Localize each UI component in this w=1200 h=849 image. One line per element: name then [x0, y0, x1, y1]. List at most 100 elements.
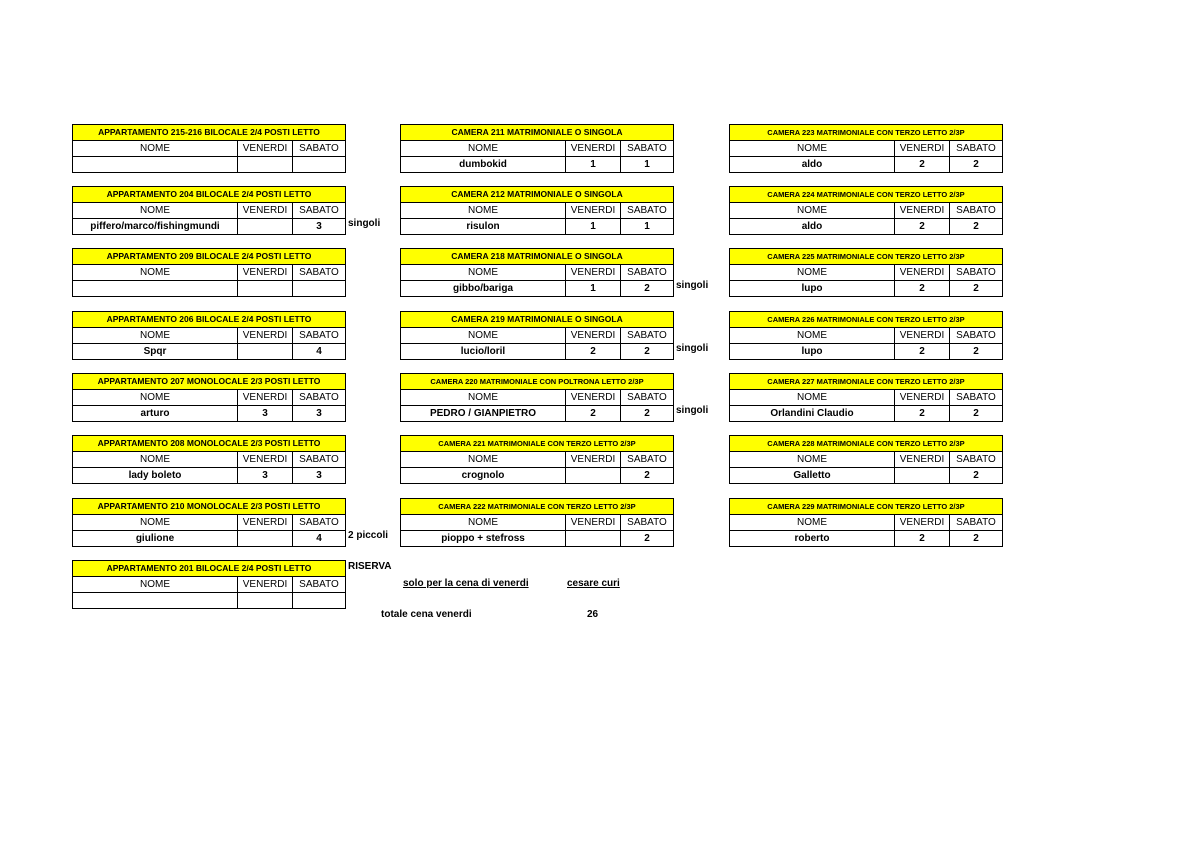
header-sabato: SABATO	[299, 517, 339, 528]
header-nome: NOME	[401, 452, 566, 467]
room-table: APPARTAMENTO 204 BILOCALE 2/4 POSTI LETT…	[72, 186, 346, 235]
cell-venerdi: 2	[895, 219, 950, 234]
header-row: NOME VENERDI SABATO	[73, 265, 345, 280]
room-table: CAMERA 212 MATRIMONIALE O SINGOLA NOME VEN…	[400, 186, 674, 235]
header-sabato: SABATO	[627, 392, 667, 403]
cell-nome: lupo	[730, 281, 895, 296]
header-row: NOME VENERDI SABATO	[73, 328, 345, 343]
room-title: CAMERA 227 MATRIMONIALE CON TERZO LETTO …	[730, 374, 1002, 390]
room-title: CAMERA 220 MATRIMONIALE CON POLTRONA LET…	[401, 374, 673, 390]
table-row: dumbokid 1 1	[401, 156, 673, 172]
cell-venerdi: 3	[238, 468, 293, 483]
room-table: CAMERA 226 MATRIMONIALE CON TERZO LETTO …	[729, 311, 1003, 360]
cell-nome: roberto	[730, 531, 895, 546]
header-row: NOME VENERDI SABATO	[401, 452, 673, 467]
header-sabato: SABATO	[299, 330, 339, 341]
cell-nome: pioppo + stefross	[401, 531, 566, 546]
room-table: CAMERA 227 MATRIMONIALE CON TERZO LETTO …	[729, 373, 1003, 422]
header-row: NOME VENERDI SABATO	[730, 141, 1002, 156]
room-title: CAMERA 223 MATRIMONIALE CON TERZO LETTO …	[730, 125, 1002, 141]
header-venerdi: VENERDI	[566, 452, 621, 467]
side-note: singoli	[676, 343, 709, 354]
header-sabato: SABATO	[956, 392, 996, 403]
header-venerdi: VENERDI	[895, 141, 950, 156]
cell-sabato	[293, 157, 345, 172]
header-sabato: SABATO	[956, 205, 996, 216]
table-row: aldo 2 2	[730, 156, 1002, 172]
header-sabato: SABATO	[299, 392, 339, 403]
header-venerdi: VENERDI	[238, 203, 293, 218]
header-venerdi: VENERDI	[566, 203, 621, 218]
cell-sabato: 2	[644, 408, 650, 419]
header-venerdi: VENERDI	[566, 328, 621, 343]
room-title: APPARTAMENTO 210 MONOLOCALE 2/3 POSTI LE…	[73, 499, 345, 515]
header-sabato: SABATO	[956, 454, 996, 465]
header-nome: NOME	[73, 141, 238, 156]
room-title: CAMERA 221 MATRIMONIALE CON TERZO LETTO …	[401, 436, 673, 452]
header-nome: NOME	[401, 390, 566, 405]
header-venerdi: VENERDI	[238, 141, 293, 156]
solo-venerdi-label: solo per la cena di venerdi	[403, 578, 529, 589]
cell-nome	[73, 157, 238, 172]
header-venerdi: VENERDI	[238, 515, 293, 530]
room-table: APPARTAMENTO 206 BILOCALE 2/4 POSTI LETT…	[72, 311, 346, 360]
header-venerdi: VENERDI	[895, 452, 950, 467]
room-title: APPARTAMENTO 204 BILOCALE 2/4 POSTI LETT…	[73, 187, 345, 203]
cell-nome: lady boleto	[73, 468, 238, 483]
cell-sabato: 2	[644, 283, 650, 294]
header-venerdi: VENERDI	[895, 390, 950, 405]
header-row: NOME VENERDI SABATO	[401, 203, 673, 218]
side-note: singoli	[348, 218, 381, 229]
header-venerdi: VENERDI	[895, 265, 950, 280]
room-table: CAMERA 223 MATRIMONIALE CON TERZO LETTO …	[729, 124, 1003, 173]
room-table: APPARTAMENTO 215-216 BILOCALE 2/4 POSTI …	[72, 124, 346, 173]
header-sabato: SABATO	[956, 267, 996, 278]
table-row: piffero/marco/fishingmundi 3	[73, 218, 345, 234]
side-note: RISERVA	[348, 561, 392, 572]
room-table: CAMERA 218 MATRIMONIALE O SINGOLA NOME VEN…	[400, 248, 674, 297]
room-title: CAMERA 224 MATRIMONIALE CON TERZO LETTO …	[730, 187, 1002, 203]
cell-venerdi	[238, 531, 293, 546]
header-nome: NOME	[730, 328, 895, 343]
cell-nome: piffero/marco/fishingmundi	[73, 219, 238, 234]
cell-venerdi: 2	[895, 531, 950, 546]
header-sabato: SABATO	[299, 205, 339, 216]
cell-venerdi: 1	[566, 157, 621, 172]
header-venerdi: VENERDI	[566, 265, 621, 280]
cell-nome: aldo	[730, 157, 895, 172]
header-nome: NOME	[73, 452, 238, 467]
cell-venerdi: 2	[895, 406, 950, 421]
header-sabato: SABATO	[299, 267, 339, 278]
cell-sabato	[293, 281, 345, 296]
header-row: NOME VENERDI SABATO	[401, 515, 673, 530]
table-row	[73, 280, 345, 296]
cell-venerdi	[895, 468, 950, 483]
room-table: CAMERA 225 MATRIMONIALE CON TERZO LETTO …	[729, 248, 1003, 297]
header-row: NOME VENERDI SABATO	[73, 141, 345, 156]
header-venerdi: VENERDI	[566, 390, 621, 405]
cell-sabato	[293, 593, 345, 608]
side-note: singoli	[676, 280, 709, 291]
header-row: NOME VENERDI SABATO	[730, 452, 1002, 467]
table-row: Galletto 2	[730, 467, 1002, 483]
cell-sabato: 3	[316, 221, 322, 232]
cell-venerdi: 1	[566, 219, 621, 234]
header-sabato: SABATO	[299, 454, 339, 465]
header-row: NOME VENERDI SABATO	[73, 390, 345, 405]
header-nome: NOME	[730, 515, 895, 530]
cell-venerdi: 2	[895, 157, 950, 172]
header-sabato: SABATO	[956, 330, 996, 341]
header-row: NOME VENERDI SABATO	[730, 390, 1002, 405]
cell-sabato: 4	[316, 533, 322, 544]
room-title: APPARTAMENTO 201 BILOCALE 2/4 POSTI LETT…	[73, 561, 345, 577]
header-row: NOME VENERDI SABATO	[730, 265, 1002, 280]
room-table: CAMERA 222 MATRIMONIALE CON TERZO LETTO …	[400, 498, 674, 547]
table-row: aldo 2 2	[730, 218, 1002, 234]
cell-sabato: 2	[644, 470, 650, 481]
header-venerdi: VENERDI	[895, 515, 950, 530]
cell-venerdi	[238, 593, 293, 608]
cell-sabato: 2	[644, 533, 650, 544]
cell-nome: Orlandini Claudio	[730, 406, 895, 421]
header-sabato: SABATO	[627, 267, 667, 278]
